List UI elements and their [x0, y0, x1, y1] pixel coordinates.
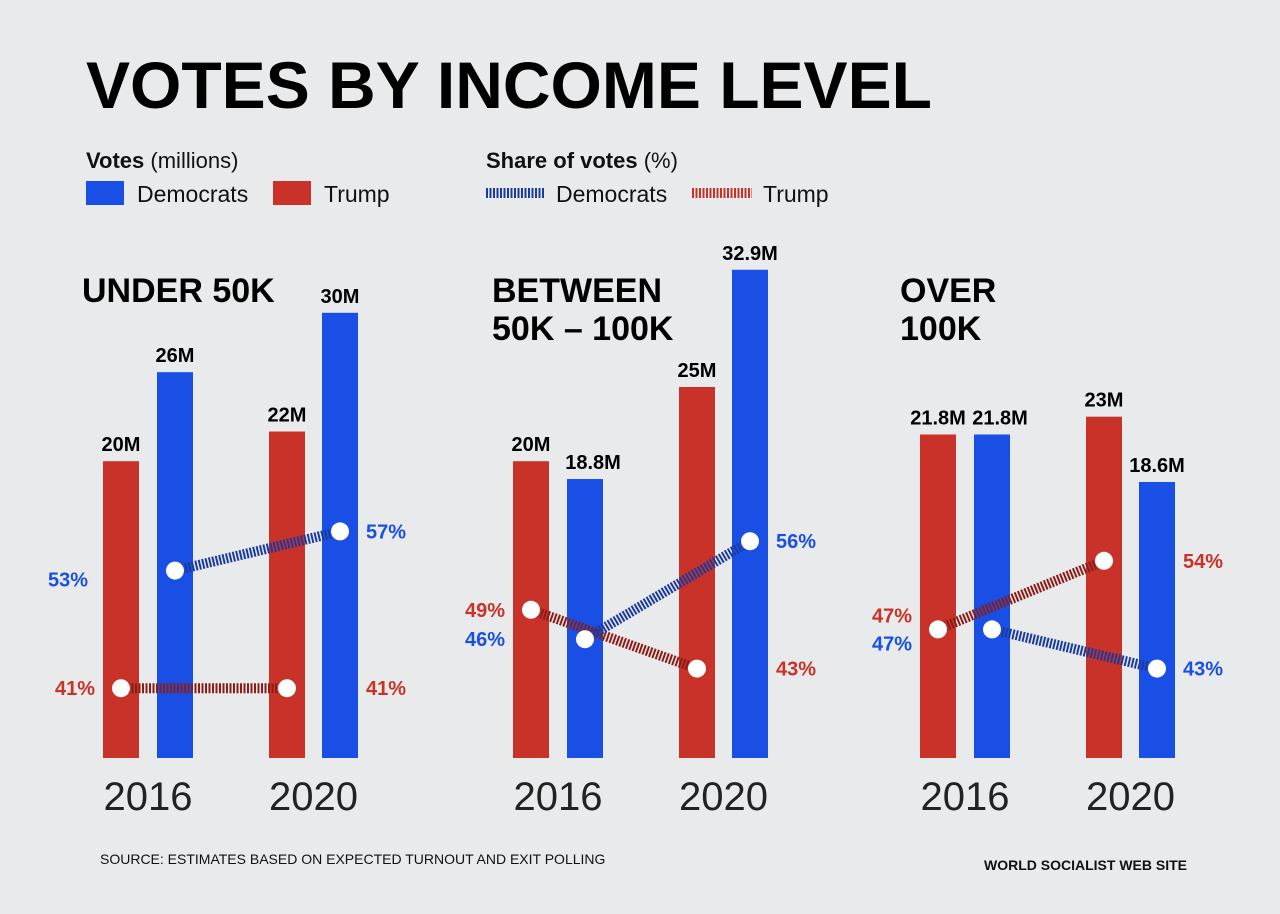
share-point-trump	[112, 679, 130, 698]
bar-value-label: 21.8M	[972, 407, 1028, 429]
share-point-democrats	[741, 532, 759, 551]
bar-value-label: 21.8M	[910, 407, 966, 429]
share-label-democrats: 53%	[48, 570, 88, 592]
bar-value-label: 25M	[678, 360, 717, 382]
share-label-democrats: 47%	[872, 633, 912, 655]
legend-votes-trump-label: Trump	[324, 181, 390, 207]
bar-trump-2020	[269, 431, 305, 758]
bar-value-label: 20M	[512, 434, 551, 456]
year-label: 2020	[269, 775, 358, 819]
bar-democrats-2016	[567, 479, 603, 758]
bar-trump-2020	[1086, 416, 1122, 758]
bar-democrats-2016	[974, 434, 1010, 758]
share-line-trump	[529, 605, 699, 674]
share-point-trump	[929, 620, 947, 639]
share-point-democrats	[166, 561, 184, 580]
bar-democrats-2020	[1139, 481, 1175, 758]
share-label-trump: 41%	[366, 678, 406, 700]
legend-votes-democrats-swatch	[86, 181, 124, 205]
share-point-trump	[278, 679, 296, 698]
share-point-democrats	[1148, 659, 1166, 678]
panel-title: OVER	[900, 272, 996, 310]
share-point-democrats	[331, 522, 349, 541]
share-label-democrats: 57%	[366, 521, 406, 543]
legend-votes-heading: Votes (millions)	[86, 148, 238, 173]
share-line-trump	[936, 556, 1106, 635]
bar-value-label: 30M	[321, 286, 360, 308]
legend-share-democrats-label: Democrats	[556, 181, 667, 207]
share-point-trump	[1095, 551, 1113, 570]
legend: Votes (millions) Democrats Trump Share o…	[86, 148, 829, 207]
share-point-democrats	[576, 630, 594, 649]
bar-democrats-2020	[732, 269, 768, 758]
share-line-democrats	[173, 526, 342, 576]
bar-trump-2016	[920, 434, 956, 758]
share-label-trump: 43%	[776, 659, 816, 681]
bar-value-label: 23M	[1085, 390, 1124, 412]
legend-share-trump-label: Trump	[763, 181, 829, 207]
panel-title: BETWEEN	[492, 272, 662, 310]
share-label-democrats: 43%	[1183, 659, 1223, 681]
share-label-trump: 54%	[1183, 551, 1223, 573]
bar-value-label: 18.8M	[565, 452, 621, 474]
panel-title: UNDER 50K	[82, 272, 275, 310]
year-label: 2016	[104, 775, 193, 819]
bar-value-label: 26M	[156, 345, 195, 367]
bar-value-label: 32.9M	[722, 243, 778, 265]
year-label: 2016	[514, 775, 603, 819]
share-label-trump: 41%	[55, 678, 95, 700]
year-label: 2020	[1086, 775, 1175, 819]
credit: WORLD SOCIALIST WEB SITE	[984, 857, 1187, 873]
legend-votes-democrats-label: Democrats	[137, 181, 248, 207]
year-label: 2020	[679, 775, 768, 819]
bar-value-label: 22M	[268, 405, 307, 427]
share-label-trump: 49%	[465, 600, 505, 622]
bar-value-label: 20M	[102, 434, 141, 456]
source-note: SOURCE: ESTIMATES BASED ON EXPECTED TURN…	[100, 851, 605, 867]
share-label-trump: 47%	[872, 605, 912, 627]
legend-share-heading: Share of votes (%)	[486, 148, 678, 173]
share-point-trump	[522, 600, 540, 619]
legend-votes-trump-swatch	[273, 181, 311, 205]
share-line-democrats	[990, 624, 1159, 674]
share-point-trump	[688, 659, 706, 678]
share-label-democrats: 46%	[465, 629, 505, 651]
share-point-democrats	[983, 620, 1001, 639]
panel-title: 50K – 100K	[492, 310, 674, 348]
panels: UNDER 50K 20M 26M 2016 22M 30M 2020 41% 53% 41% 57…	[48, 243, 1223, 819]
share-line-democrats	[582, 536, 753, 644]
share-label-democrats: 56%	[776, 531, 816, 553]
panel-title: 100K	[900, 310, 982, 348]
bar-trump-2016	[103, 461, 139, 758]
bar-value-label: 18.6M	[1129, 455, 1185, 477]
year-label: 2016	[921, 775, 1010, 819]
chart-title: VOTES BY INCOME LEVEL	[86, 48, 932, 122]
